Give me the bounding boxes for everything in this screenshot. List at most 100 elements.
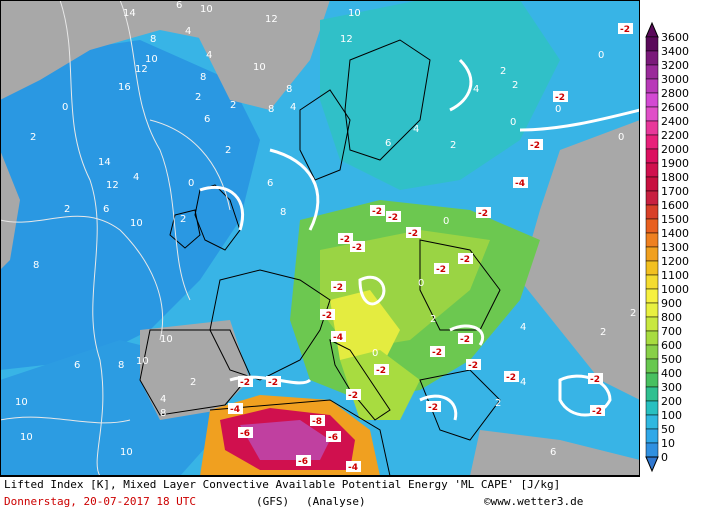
lifted-index-label: 10	[136, 356, 149, 367]
lifted-index-label: 12	[340, 34, 353, 45]
lifted-index-label: 2	[450, 140, 456, 151]
negative-label-background	[350, 241, 365, 252]
legend-level-label: 400	[661, 367, 682, 380]
negative-label-background	[238, 427, 253, 438]
legend-level-label: 2200	[661, 129, 689, 142]
negative-lifted-index-label: -2	[460, 335, 470, 345]
legend-swatch	[645, 386, 659, 402]
legend-level-label: 10	[661, 437, 675, 450]
legend-level-label: 800	[661, 311, 682, 324]
negative-label-background	[310, 415, 325, 426]
lifted-index-label: 2	[225, 145, 231, 156]
legend-swatch	[645, 148, 659, 164]
lifted-index-label: 8	[280, 207, 286, 218]
lifted-index-label: 8	[118, 360, 124, 371]
lifted-index-label: 2	[190, 377, 196, 388]
negative-label-background	[466, 359, 481, 370]
cape-region-alps-yellow	[330, 290, 400, 370]
legend-swatch	[645, 162, 659, 178]
lifted-index-label: 8	[160, 408, 166, 419]
lifted-index-label: 2	[430, 314, 436, 325]
negative-lifted-index-label: -2	[340, 235, 350, 245]
negative-lifted-index-label: -4	[333, 333, 343, 343]
legend-swatch	[645, 232, 659, 248]
legend-swatch	[645, 400, 659, 416]
negative-lifted-index-label: -2	[590, 375, 600, 385]
legend-level-label: 500	[661, 353, 682, 366]
legend-level-label: 1700	[661, 185, 689, 198]
lifted-index-label: 6	[204, 114, 210, 125]
lifted-index-label: 0	[618, 132, 624, 143]
legend-swatch	[645, 190, 659, 206]
legend-swatch	[645, 260, 659, 276]
legend-swatch	[645, 106, 659, 122]
negative-label-background	[553, 91, 568, 102]
negative-lifted-index-label: -2	[432, 348, 442, 358]
negative-label-background	[370, 205, 385, 216]
negative-label-background	[238, 376, 253, 387]
lifted-index-label: 2	[30, 132, 36, 143]
legend-level-label: 1200	[661, 255, 689, 268]
negative-label-background	[434, 263, 449, 274]
legend-swatch	[645, 218, 659, 234]
lifted-index-label: 10	[253, 62, 266, 73]
negative-lifted-index-label: -2	[372, 207, 382, 217]
lifted-index-label: 8	[200, 72, 206, 83]
legend-swatch	[645, 428, 659, 444]
lifted-index-label: 6	[550, 447, 556, 458]
legend-level-label: 1900	[661, 157, 689, 170]
no-cape-region-iberia	[140, 320, 250, 420]
lifted-index-label: 0	[418, 278, 424, 289]
negative-label-background	[346, 461, 361, 472]
model-name: (GFS)	[256, 495, 290, 508]
cape-low-region-west	[0, 40, 260, 370]
negative-lifted-index-label: -2	[322, 311, 332, 321]
lifted-index-label: 14	[123, 8, 136, 19]
negative-label-background	[618, 23, 633, 34]
legend-level-label: 1100	[661, 269, 689, 282]
negative-lifted-index-label: -2	[592, 407, 602, 417]
legend-swatch	[645, 344, 659, 360]
negative-lifted-index-label: -2	[333, 283, 343, 293]
legend-level-label: 2600	[661, 101, 689, 114]
legend-arrow-top	[645, 21, 659, 38]
legend-swatch	[645, 442, 659, 458]
legend-level-label: 3000	[661, 73, 689, 86]
cape-legend-bar	[645, 21, 659, 473]
lifted-index-label: 2	[195, 92, 201, 103]
legend-swatch	[645, 316, 659, 332]
lifted-index-label: 6	[74, 360, 80, 371]
legend-swatch	[645, 204, 659, 220]
negative-label-background	[331, 331, 346, 342]
negative-label-background	[266, 376, 281, 387]
negative-label-background	[590, 405, 605, 416]
negative-label-background	[320, 309, 335, 320]
lifted-index-label: 10	[15, 397, 28, 408]
negative-lifted-index-label: -2	[555, 93, 565, 103]
legend-swatch	[645, 36, 659, 52]
legend-level-label: 600	[661, 339, 682, 352]
lifted-index-label: 0	[555, 104, 561, 115]
negative-label-background	[476, 207, 491, 218]
map-description: Lifted Index [K], Mixed Layer Convective…	[4, 478, 561, 491]
negative-label-background	[406, 227, 421, 238]
legend-swatch	[645, 120, 659, 136]
lifted-index-label: 2	[600, 327, 606, 338]
lifted-index-label: 4	[520, 322, 526, 333]
lifted-index-label: 10	[160, 334, 173, 345]
negative-lifted-index-label: -2	[348, 391, 358, 401]
lifted-index-label: 0	[510, 117, 516, 128]
lifted-index-label: 2	[630, 308, 636, 319]
legend-level-label: 2000	[661, 143, 689, 156]
no-cape-region-southeast	[470, 430, 640, 476]
negative-label-background	[338, 233, 353, 244]
lifted-index-label: 2	[230, 100, 236, 111]
negative-lifted-index-label: -2	[478, 209, 488, 219]
cape-legend-labels: 3600340032003000280026002400220020001900…	[661, 31, 689, 464]
negative-lifted-index-label: -2	[268, 378, 278, 388]
lifted-index-label: 10	[348, 8, 361, 19]
negative-label-background	[386, 211, 401, 222]
legend-level-label: 900	[661, 297, 682, 310]
lifted-index-label: 12	[106, 180, 119, 191]
